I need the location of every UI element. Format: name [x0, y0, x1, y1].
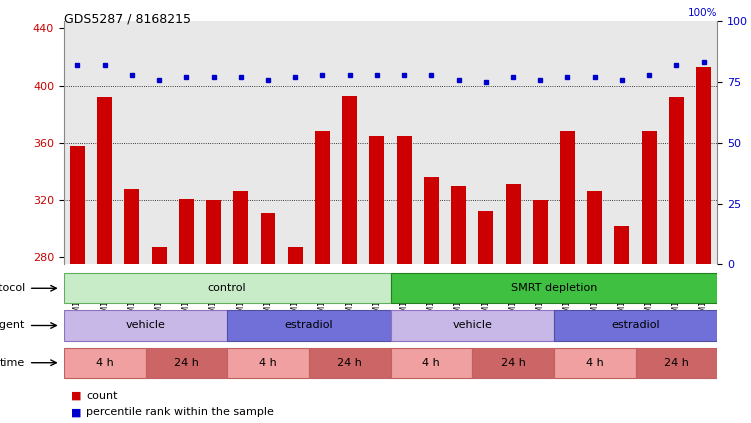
Bar: [397, 136, 412, 264]
Bar: [424, 177, 439, 264]
Bar: [64, 348, 146, 378]
Text: SMRT depletion: SMRT depletion: [511, 283, 597, 293]
Text: 4 h: 4 h: [586, 358, 604, 368]
Bar: [206, 200, 221, 264]
Text: percentile rank within the sample: percentile rank within the sample: [86, 407, 274, 418]
Text: 100%: 100%: [688, 8, 717, 17]
Text: 4 h: 4 h: [423, 358, 440, 368]
Text: 24 h: 24 h: [664, 358, 689, 368]
Text: control: control: [208, 283, 246, 293]
Text: 4 h: 4 h: [259, 358, 277, 368]
Bar: [554, 348, 635, 378]
Bar: [532, 200, 547, 264]
Bar: [234, 191, 249, 264]
Bar: [472, 348, 554, 378]
Bar: [227, 348, 309, 378]
Bar: [64, 310, 227, 341]
Bar: [391, 273, 717, 303]
Bar: [342, 96, 357, 264]
Text: vehicle: vehicle: [452, 321, 492, 330]
Bar: [227, 310, 391, 341]
Text: estradiol: estradiol: [611, 321, 660, 330]
Bar: [641, 131, 656, 264]
Text: ■: ■: [71, 407, 82, 418]
Bar: [560, 131, 575, 264]
Text: count: count: [86, 390, 118, 401]
Text: 24 h: 24 h: [501, 358, 526, 368]
Text: GDS5287 / 8168215: GDS5287 / 8168215: [64, 13, 191, 26]
Bar: [125, 189, 140, 264]
Text: protocol: protocol: [0, 283, 25, 293]
Bar: [669, 97, 684, 264]
Bar: [614, 226, 629, 264]
Text: estradiol: estradiol: [285, 321, 333, 330]
Bar: [451, 186, 466, 264]
Text: vehicle: vehicle: [125, 321, 165, 330]
Bar: [97, 97, 112, 264]
Bar: [505, 184, 520, 264]
Text: 24 h: 24 h: [174, 358, 199, 368]
Bar: [696, 67, 711, 264]
Bar: [179, 198, 194, 264]
Bar: [478, 212, 493, 264]
Bar: [554, 310, 717, 341]
Bar: [152, 247, 167, 264]
Text: 24 h: 24 h: [337, 358, 362, 368]
Bar: [64, 273, 391, 303]
Bar: [391, 348, 472, 378]
Bar: [146, 348, 227, 378]
Bar: [261, 213, 276, 264]
Bar: [391, 310, 554, 341]
Bar: [635, 348, 717, 378]
Bar: [288, 247, 303, 264]
Text: 4 h: 4 h: [96, 358, 113, 368]
Bar: [315, 131, 330, 264]
Bar: [587, 191, 602, 264]
Text: time: time: [0, 358, 25, 368]
Bar: [369, 136, 385, 264]
Bar: [70, 146, 85, 264]
Text: ■: ■: [71, 390, 82, 401]
Bar: [309, 348, 391, 378]
Text: agent: agent: [0, 321, 25, 330]
